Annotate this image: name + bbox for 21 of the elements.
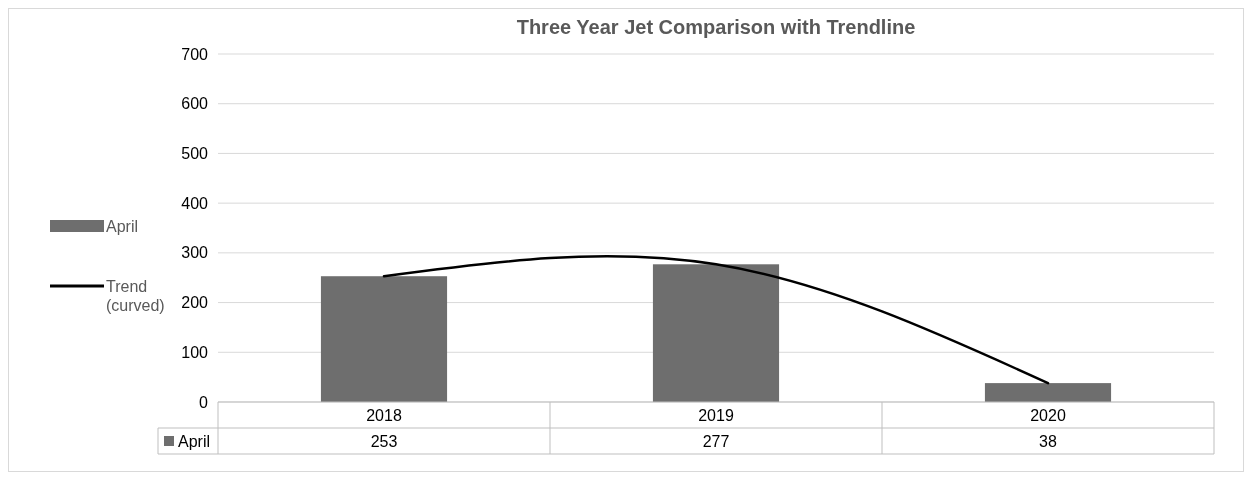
y-tick-label: 500 — [181, 145, 209, 163]
bar — [652, 264, 780, 402]
y-tick-label: 200 — [181, 294, 209, 312]
data-label: 253 — [370, 432, 398, 450]
y-tick-label: 400 — [181, 194, 209, 212]
y-tick-label: 0 — [199, 393, 209, 411]
bar — [984, 383, 1112, 402]
legend-label: April — [178, 432, 211, 450]
bar — [320, 276, 448, 402]
data-label: 277 — [702, 432, 730, 450]
data-label: 38 — [1039, 432, 1057, 450]
legend-label: Trend (curved) — [106, 277, 165, 314]
y-tick-label: 300 — [181, 244, 209, 262]
text: April — [106, 217, 139, 235]
y-tick-label: 600 — [181, 95, 209, 113]
y-tick-label: 100 — [181, 343, 209, 361]
chart-title: Three Year Jet Comparison with Trendline — [516, 16, 916, 38]
x-tick-label: 2019 — [698, 406, 734, 424]
x-tick-label: 2018 — [366, 406, 402, 424]
x-tick-label: 2020 — [1030, 406, 1066, 424]
y-tick-label: 700 — [181, 45, 209, 63]
